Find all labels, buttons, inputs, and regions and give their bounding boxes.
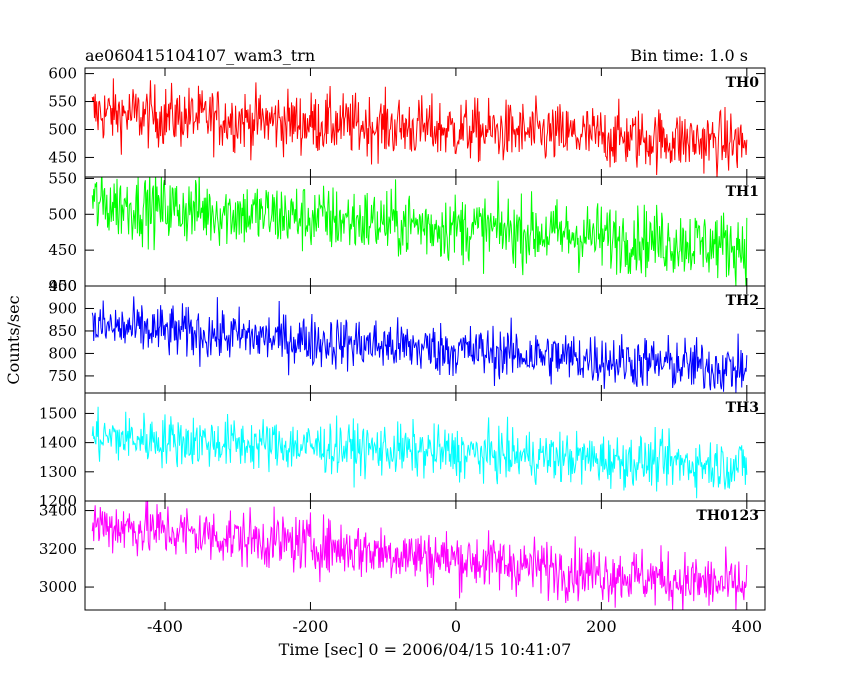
panel-label-th1: TH1: [726, 184, 759, 200]
panel-th2: 750 800 850 900 950 TH2: [48, 277, 766, 394]
panel-frame: [84, 500, 766, 611]
y-tick-label: 600: [48, 65, 77, 83]
x-axis-label: Time [sec] 0 = 2006/04/15 10:41:07: [279, 640, 572, 659]
y-tick-label: 550: [48, 169, 77, 187]
x-tick-label: 200: [586, 617, 617, 636]
panels-group: 450 500 550 600 TH0 400 450 500 550 TH1 750 800 850 9…: [39, 65, 766, 611]
panel-label-th3: TH3: [726, 400, 759, 416]
panel-th0: 450 500 550 600 TH0: [48, 65, 766, 178]
y-tick-label: 1400: [39, 434, 77, 452]
panel-label-th2: TH2: [726, 293, 759, 309]
y-tick-label: 850: [48, 322, 77, 340]
y-tick-label: 1200: [39, 492, 77, 510]
y-tick-label: 3000: [39, 578, 77, 596]
x-axis: -400 -200 0 200 400: [147, 617, 762, 636]
y-tick-label: 500: [48, 120, 77, 138]
y-tick-label: 400: [48, 277, 77, 295]
x-tick-label: 400: [732, 617, 763, 636]
series-line-th0: [91, 78, 748, 177]
panel-th3: 1200 1300 1400 1500 TH3: [39, 392, 766, 510]
y-axis-label: Counts/sec: [4, 295, 23, 384]
panel-label-th0123: TH0123: [696, 508, 759, 524]
x-tick-label: 0: [451, 617, 461, 636]
y-tick-label: 500: [48, 205, 77, 223]
series-line-th2: [91, 296, 748, 393]
y-tick-label: 950: [48, 277, 77, 295]
y-tick-label: 450: [48, 241, 77, 259]
series-line-th1: [91, 177, 748, 286]
y-tick-label: 750: [48, 367, 77, 385]
y-tick-label: 550: [48, 93, 77, 111]
chart-title: ae060415104107_wam3_trn: [85, 46, 315, 65]
bin-time-label: Bin time: 1.0 s: [630, 46, 748, 65]
y-tick-label: 1500: [39, 404, 77, 422]
x-tick-label: -400: [147, 617, 183, 636]
panel-label-th0: TH0: [726, 75, 760, 91]
panel-th0123: 3000 3200 3400 TH0123: [39, 500, 766, 611]
x-tick-label: -200: [292, 617, 328, 636]
panel-th1: 400 450 500 550 TH1: [48, 169, 766, 295]
y-tick-label: 3400: [39, 502, 77, 520]
y-tick-label: 3200: [39, 540, 77, 558]
y-tick-label: 900: [48, 299, 77, 317]
y-tick-label: 1300: [39, 463, 77, 481]
y-tick-label: 450: [48, 148, 77, 166]
series-line-th0123: [91, 501, 748, 610]
y-tick-label: 800: [48, 344, 77, 362]
series-line-th3: [91, 406, 748, 499]
